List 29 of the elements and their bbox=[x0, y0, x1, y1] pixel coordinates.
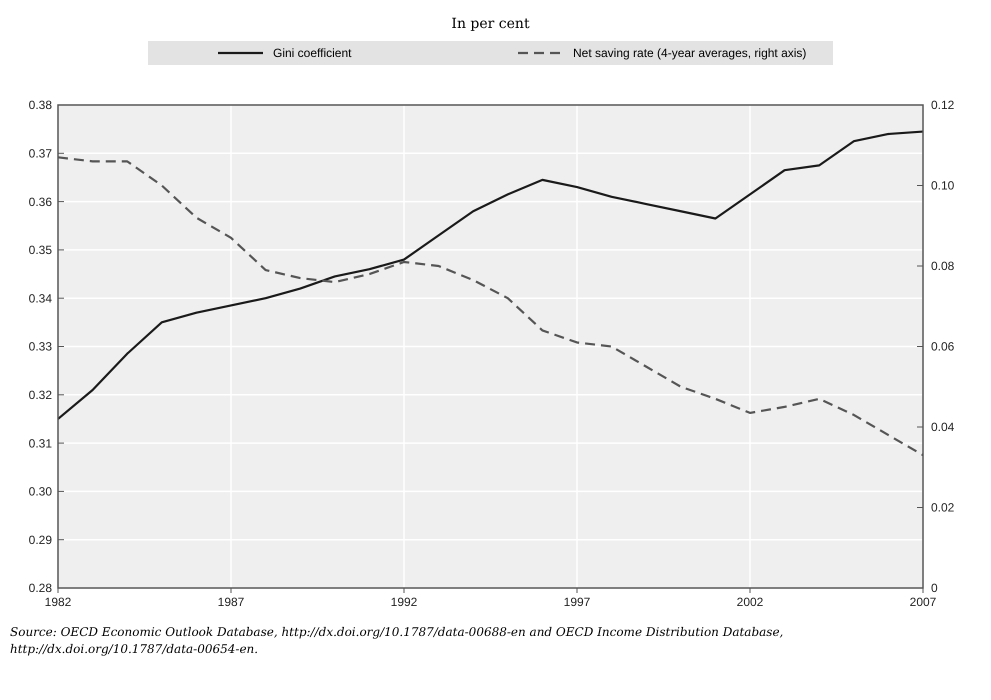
x-tick-label: 1987 bbox=[218, 595, 245, 609]
y2-tick-label: 0.06 bbox=[931, 340, 955, 354]
x-tick-label: 1992 bbox=[390, 595, 418, 609]
line-series bbox=[56, 130, 924, 420]
x-tick-label: 2002 bbox=[736, 595, 764, 609]
y-tick-label: 0.32 bbox=[28, 388, 52, 402]
y2-tick-label: 0.12 bbox=[931, 98, 955, 112]
legend-label: Net saving rate (4-year averages, right axis) bbox=[573, 46, 806, 60]
chart-title: In per cent bbox=[451, 16, 530, 32]
x-tick-label: 1997 bbox=[564, 595, 591, 609]
y-tick-label: 0.37 bbox=[28, 146, 52, 160]
x-tick-label: 1982 bbox=[44, 595, 72, 609]
y-tick-label: 0.38 bbox=[28, 98, 52, 112]
legend-label: Gini coefficient bbox=[273, 46, 352, 60]
y2-tick-label: 0.02 bbox=[931, 500, 955, 515]
source-note: Source: OECD Economic Outlook Database, http://dx.doi.org/10.1787/data-00688-en and OECD Income Distribution Database, http://dx.doi.org/10.1787/data-00654-en. bbox=[10, 625, 784, 656]
y2-tick-label: 0.10 bbox=[931, 178, 955, 193]
y2-tick-label: 0.04 bbox=[931, 420, 955, 434]
y-tick-label: 0.36 bbox=[28, 194, 52, 209]
y2-tick-label: 0 bbox=[931, 581, 938, 596]
y-tick-label: 0.28 bbox=[28, 581, 52, 596]
y-tick-label: 0.31 bbox=[28, 436, 52, 450]
y2-tick-label: 0.08 bbox=[931, 259, 955, 274]
y-tick-label: 0.29 bbox=[28, 532, 52, 547]
y-tick-label: 0.35 bbox=[28, 243, 52, 258]
y-tick-label: 0.34 bbox=[28, 291, 52, 306]
x-tick-label: 2007 bbox=[910, 595, 937, 609]
y-tick-label: 0.30 bbox=[28, 484, 52, 499]
y-tick-label: 0.33 bbox=[28, 340, 52, 354]
